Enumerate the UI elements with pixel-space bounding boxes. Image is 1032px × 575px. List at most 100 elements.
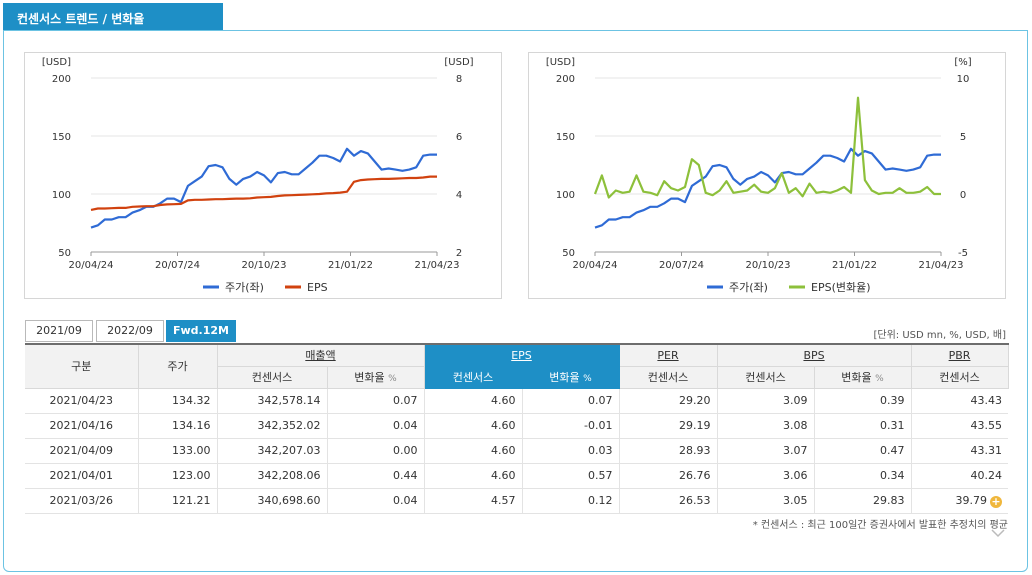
y-right-tick-label: 6 [456,132,462,143]
table-row: 2021/04/16 134.16 342,352.02 0.04 4.60 -… [25,413,1009,439]
sub-revenue-change: 변화율 % [326,365,425,389]
legend-label: EPS [307,281,328,294]
y-left-tick-label: 150 [556,132,575,143]
cell-revenue-change: 0.00 [326,438,424,464]
cell-revenue: 342,207.03 [216,438,327,464]
cell-bps-change: 0.39 [813,388,912,414]
cell-price: 133.00 [137,438,217,464]
cell-date: 2021/04/23 [25,388,138,414]
y-left-tick-label: 200 [556,74,575,85]
sub-revenue-consensus: 컨센서스 [216,365,328,389]
table-row: 2021/04/23 134.32 342,578.14 0.07 4.60 0… [25,388,1009,414]
y-left-tick-label: 100 [556,190,575,201]
tab-period-2022-09[interactable]: 2022/09 [96,320,164,342]
cell-pbr: 43.31 [910,438,1009,464]
sub-bps-consensus: 컨센서스 [716,365,815,389]
y-left-unit: [USD] [42,57,71,68]
cell-eps: 4.60 [423,438,522,464]
series-line-2 [593,96,941,199]
cell-revenue: 342,208.06 [216,463,327,489]
y-left-unit: [USD] [546,57,575,68]
cell-bps-change: 0.47 [813,438,912,464]
col-eps[interactable]: EPS [423,343,620,367]
y-left-tick-label: 100 [52,190,71,201]
legend-label: 주가(좌) [729,281,768,294]
y-right-tick-label: 2 [456,248,462,259]
series-line-1 [594,147,941,229]
sub-per-consensus: 컨센서스 [618,365,718,389]
y-right-tick-label: 0 [960,190,966,201]
sub-bps-change: 변화율 % [813,365,912,389]
x-tick-label: 20/10/23 [746,260,791,271]
unit-note: [단위: USD mn, %, USD, 배] [873,330,1006,341]
cell-date: 2021/03/26 [25,488,138,514]
cell-eps-change: -0.01 [521,413,620,439]
cell-eps: 4.60 [423,388,522,414]
col-price: 주가 [137,343,218,389]
cell-date: 2021/04/16 [25,413,138,439]
consensus-table: 구분 주가 매출액 EPS PER BPS PBR 컨센서스 변화율 % 컨센서… [25,343,1009,514]
cell-pbr: 40.24 [910,463,1009,489]
y-left-tick-label: 200 [52,74,71,85]
footnote: * 컨센서스 : 최근 100일간 증권사에서 발표한 추정치의 평균 [752,520,1008,531]
table-row: 2021/04/01 123.00 342,208.06 0.44 4.60 0… [25,463,1009,489]
x-tick-label: 21/01/22 [832,260,877,271]
cell-date: 2021/04/09 [25,438,138,464]
x-tick-label: 21/01/22 [328,260,373,271]
legend-label: EPS(변화율) [811,281,871,294]
cell-eps: 4.60 [423,413,522,439]
cell-date: 2021/04/01 [25,463,138,489]
cell-eps-change: 0.57 [521,463,620,489]
table-row: 2021/03/26 121.21 340,698.60 0.04 4.57 0… [25,488,1009,514]
sub-eps-consensus: 컨센서스 [423,365,523,389]
tab-period-2021-09[interactable]: 2021/09 [25,320,93,342]
y-right-tick-label: 4 [456,190,462,201]
cell-per: 29.19 [618,413,718,439]
chart-right-svg: 50 100 150 200 -5 0 5 10 [USD] [%] 20/04/24 20/07/2… [546,57,972,294]
cell-eps: 4.57 [423,488,522,514]
x-tick-label: 20/04/24 [573,260,618,271]
x-tick-label: 20/04/24 [69,260,114,271]
cell-per: 26.53 [618,488,718,514]
cell-revenue-change: 0.07 [326,388,424,414]
cell-price: 121.21 [137,488,217,514]
y-right-tick-label: 10 [957,74,970,85]
plus-circle-icon[interactable]: + [990,494,1003,508]
col-division: 구분 [25,343,139,389]
x-tick-label: 21/04/23 [919,260,964,271]
cell-bps-change: 0.31 [813,413,912,439]
y-right-tick-label: -5 [958,248,968,259]
cell-bps: 3.05 [716,488,815,514]
y-right-unit: [%] [954,57,971,68]
sub-pbr-consensus: 컨센서스 [910,365,1009,389]
cell-price: 123.00 [137,463,217,489]
y-right-tick-label: 5 [960,132,966,143]
x-tick-label: 21/04/23 [415,260,460,271]
cell-per: 28.93 [618,438,718,464]
cell-bps-change: 0.34 [813,463,912,489]
cell-revenue-change: 0.04 [326,488,424,514]
col-per[interactable]: PER [618,343,718,367]
col-bps[interactable]: BPS [716,343,912,367]
y-left-tick-label: 50 [562,248,575,259]
y-left-tick-label: 150 [52,132,71,143]
x-tick-label: 20/07/24 [659,260,704,271]
cell-per: 26.76 [618,463,718,489]
section-title: 컨센서스 트렌드 / 변화율 [3,3,223,31]
cell-revenue-change: 0.04 [326,413,424,439]
tab-period-fwd-12m[interactable]: Fwd.12M [166,320,236,342]
y-right-unit: [USD] [444,57,473,68]
chart-left: 50 100 150 200 2 4 6 8 [USD] [USD] 20/04/24 20/07/2… [24,52,502,299]
cell-pbr-value: 39.79 [955,493,988,507]
chart-left-svg: 50 100 150 200 2 4 6 8 [USD] [USD] 20/04/24 20/07/2… [42,57,474,294]
cell-revenue: 342,578.14 [216,388,327,414]
chevron-down-icon[interactable] [990,528,1006,538]
cell-revenue-change: 0.44 [326,463,424,489]
cell-bps: 3.08 [716,413,815,439]
col-revenue[interactable]: 매출액 [216,343,425,367]
cell-revenue: 340,698.60 [216,488,327,514]
cell-eps-change: 0.07 [521,388,620,414]
col-pbr[interactable]: PBR [910,343,1009,367]
cell-bps: 3.09 [716,388,815,414]
y-right-tick-label: 8 [456,74,462,85]
